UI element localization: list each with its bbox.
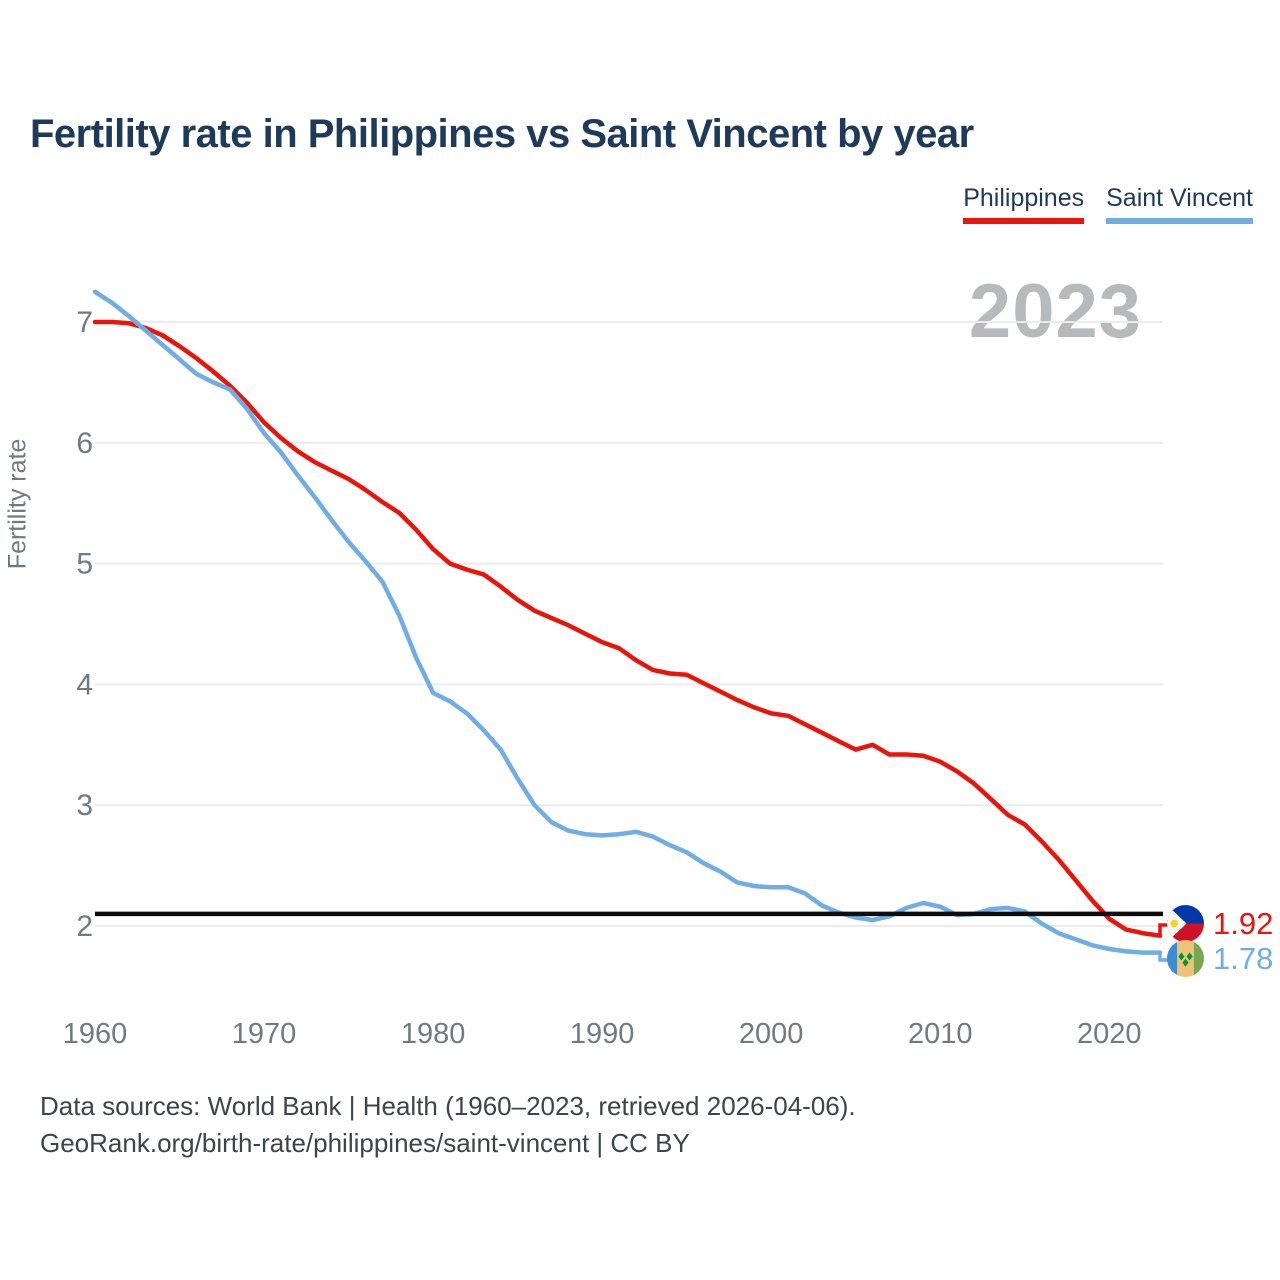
legend-item-saint-vincent[interactable]: Saint Vincent	[1106, 184, 1253, 224]
svg-text:2: 2	[76, 910, 93, 943]
legend-item-philippines[interactable]: Philippines	[963, 184, 1085, 224]
legend: Philippines Saint Vincent	[963, 184, 1253, 224]
end-label-philippines: 1.92	[1167, 905, 1273, 942]
svg-text:1970: 1970	[232, 1018, 297, 1050]
svg-text:2000: 2000	[739, 1018, 804, 1050]
attribution-line: GeoRank.org/birth-rate/philippines/saint…	[40, 1128, 690, 1158]
end-value-saint-vincent: 1.78	[1213, 940, 1274, 976]
svg-text:4: 4	[76, 668, 93, 701]
philippines-flag-icon	[1167, 905, 1204, 942]
svg-text:7: 7	[76, 306, 93, 339]
svg-text:1990: 1990	[570, 1018, 635, 1050]
svg-text:1960: 1960	[63, 1018, 128, 1050]
svg-text:3: 3	[76, 789, 93, 822]
svg-text:1980: 1980	[401, 1018, 466, 1050]
svg-text:2020: 2020	[1077, 1018, 1142, 1050]
footer: Data sources: World Bank | Health (1960–…	[40, 1088, 856, 1162]
saint-vincent-flag-icon	[1167, 940, 1204, 977]
data-sources-line: Data sources: World Bank | Health (1960–…	[40, 1091, 856, 1121]
year-watermark: 2023	[968, 269, 1142, 354]
end-value-philippines: 1.92	[1213, 905, 1274, 941]
svg-text:5: 5	[76, 548, 93, 581]
svg-text:2010: 2010	[908, 1018, 973, 1050]
page-title: Fertility rate in Philippines vs Saint V…	[30, 112, 974, 156]
end-label-saint-vincent: 1.78	[1167, 940, 1273, 977]
svg-text:6: 6	[76, 427, 93, 460]
